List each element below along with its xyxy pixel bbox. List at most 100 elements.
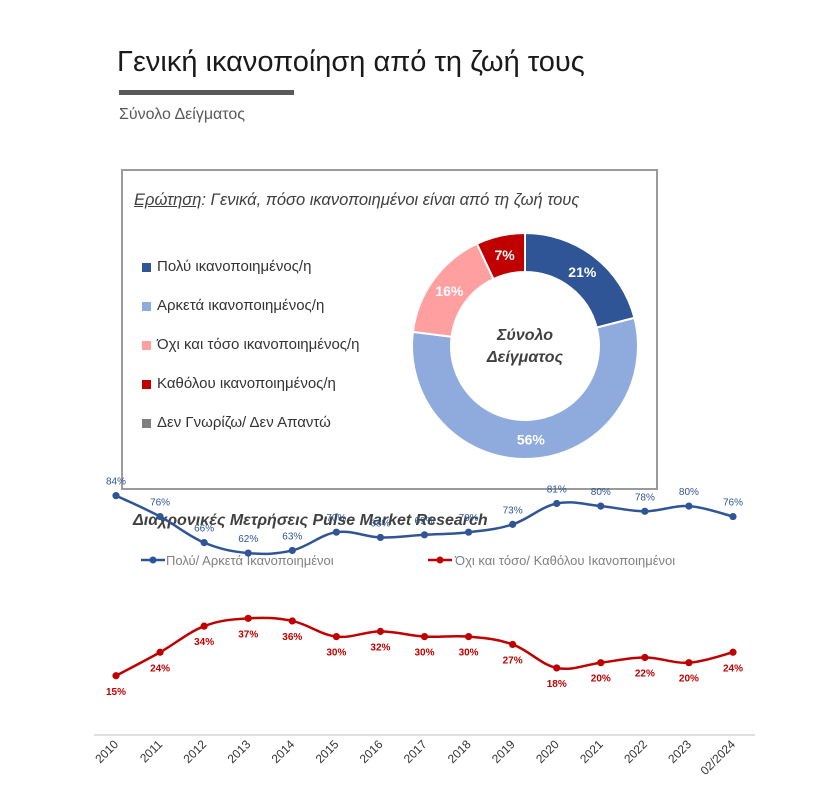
trend-data-label: 62% <box>238 534 258 545</box>
trend-point <box>464 633 473 641</box>
donut-legend: Πολύ ικανοποιημένος/η Αρκετά ικανοποιημέ… <box>142 258 360 453</box>
trend-chart-title: Διαχρονικές Μετρήσεις Pulse Market Resea… <box>133 512 488 529</box>
trend-point <box>200 539 208 547</box>
trend-point <box>464 528 473 536</box>
trend-data-label: 30% <box>414 648 434 659</box>
x-tick-label: 2017 <box>401 737 430 766</box>
donut-center-label: Σύνολο <box>496 327 553 344</box>
donut-slice-label: 21% <box>568 264 597 280</box>
donut-slice-3 <box>475 231 526 281</box>
legend-label: Καθόλου ικανοποιημένος/η <box>157 375 336 392</box>
donut-slice-label: 7% <box>494 247 515 263</box>
trend-point <box>641 507 649 515</box>
question-label: Ερώτηση <box>134 191 202 209</box>
trend-data-label: 78% <box>635 492 655 503</box>
trend-point <box>156 512 164 521</box>
trend-point <box>685 659 693 667</box>
trend-point <box>376 533 385 542</box>
trend-data-label: 32% <box>370 642 390 653</box>
trend-data-label: 30% <box>459 648 479 659</box>
legend-label: Αρκετά ικανοποιημένος/η <box>157 297 325 314</box>
trend-point <box>597 659 605 667</box>
donut-center-label: Δείγματος <box>486 349 564 366</box>
trend-point <box>685 502 693 510</box>
trend-data-label: 66% <box>194 524 214 535</box>
trend-data-label: 15% <box>106 687 126 698</box>
legend-item-quite: Αρκετά ικανοποιημένος/η <box>142 297 360 336</box>
trend-data-label: 76% <box>723 498 743 509</box>
donut-slice-label: 56% <box>517 431 546 447</box>
trend-data-label: 18% <box>547 679 567 690</box>
trend-data-label: 27% <box>503 655 523 666</box>
trend-data-label: 69% <box>414 516 434 527</box>
trend-point <box>244 614 252 622</box>
legend-swatch <box>142 341 151 350</box>
trend-data-label: 24% <box>150 663 170 674</box>
trend-data-label: 76% <box>150 498 170 509</box>
trend-legend-marker <box>149 556 157 564</box>
trend-data-label: 34% <box>194 637 214 648</box>
x-tick-label: 2010 <box>92 737 121 766</box>
trend-data-label: 80% <box>679 487 699 498</box>
trend-point <box>332 633 340 641</box>
trend-point <box>420 633 429 641</box>
trend-data-label: 80% <box>591 487 611 498</box>
legend-swatch <box>142 302 151 311</box>
donut-slice-0 <box>524 231 636 329</box>
trend-data-label: 22% <box>635 668 655 679</box>
trend-point <box>509 520 517 528</box>
trend-data-label: 20% <box>679 674 699 685</box>
x-tick-label: 2016 <box>357 737 386 766</box>
trend-legend-label: Όχι και τόσο/ Καθόλου Ικανοποιημένοι <box>454 553 675 568</box>
x-tick-label: 2023 <box>665 737 694 766</box>
trend-point <box>420 531 429 539</box>
x-tick-label: 2020 <box>533 737 562 766</box>
trend-data-label: 24% <box>723 663 743 674</box>
trend-point <box>597 502 605 510</box>
trend-data-label: 37% <box>238 629 258 640</box>
legend-swatch <box>142 380 151 389</box>
trend-point <box>112 492 120 500</box>
x-tick-label: 2013 <box>225 737 254 766</box>
trend-legend-marker <box>436 556 444 564</box>
legend-swatch <box>142 263 151 272</box>
trend-point <box>553 664 561 672</box>
trend-data-label: 68% <box>370 518 390 529</box>
x-tick-label: 2022 <box>621 737 650 766</box>
trend-legend: Πολύ/ Αρκετά Ικανοποιημένοι Όχι και τόσο/… <box>141 553 675 568</box>
question-text: Ερώτηση: Γενικά, πόσο ικανοποιημένοι είν… <box>134 191 579 210</box>
legend-label: Δεν Γνωρίζω/ Δεν Απαντώ <box>157 414 331 431</box>
trend-point <box>729 648 737 656</box>
trend-point <box>156 648 164 656</box>
trend-legend-label: Πολύ/ Αρκετά Ικανοποιημένοι <box>166 553 334 568</box>
trend-chart: 84% 76% 66% 62% 63% 70% 68% 69% 70% 73% 81% 80% 78% 8… <box>92 477 755 778</box>
trend-point <box>509 640 517 649</box>
page-title: Γενική ικανοποίηση από τη ζωή τους <box>117 46 585 78</box>
trend-data-label: 81% <box>547 484 567 495</box>
trend-data-label: 20% <box>591 674 611 685</box>
page-subtitle: Σύνολο Δείγματος <box>119 106 245 123</box>
question-body: : Γενικά, πόσο ικανοποιημένοι είναι από … <box>201 191 580 209</box>
trend-point <box>553 499 561 508</box>
trend-point <box>729 512 737 521</box>
donut-chart: 21% 56% 16% 7% Σύνολο Δείγματος <box>411 231 639 460</box>
trend-point <box>200 622 208 630</box>
x-tick-label: 2021 <box>577 737 606 766</box>
trend-data-label: 63% <box>282 531 302 542</box>
title-underline <box>119 90 294 95</box>
legend-item-not-so: Όχι και τόσο ικανοποιημένος/η <box>142 336 360 375</box>
trend-data-label: 73% <box>503 505 523 516</box>
trend-point <box>376 627 385 635</box>
trend-point <box>288 546 296 555</box>
trend-point <box>288 617 296 625</box>
trend-data-label: 70% <box>459 513 479 524</box>
trend-point <box>332 528 340 536</box>
x-tick-label: 2014 <box>269 737 298 766</box>
donut-slice-1 <box>411 316 639 460</box>
trend-data-label: 70% <box>326 513 346 524</box>
trend-data-label: 84% <box>106 477 126 488</box>
trend-data-label: 36% <box>282 632 302 643</box>
legend-label: Πολύ ικανοποιημένος/η <box>157 258 312 275</box>
x-tick-label: 2018 <box>445 737 474 766</box>
